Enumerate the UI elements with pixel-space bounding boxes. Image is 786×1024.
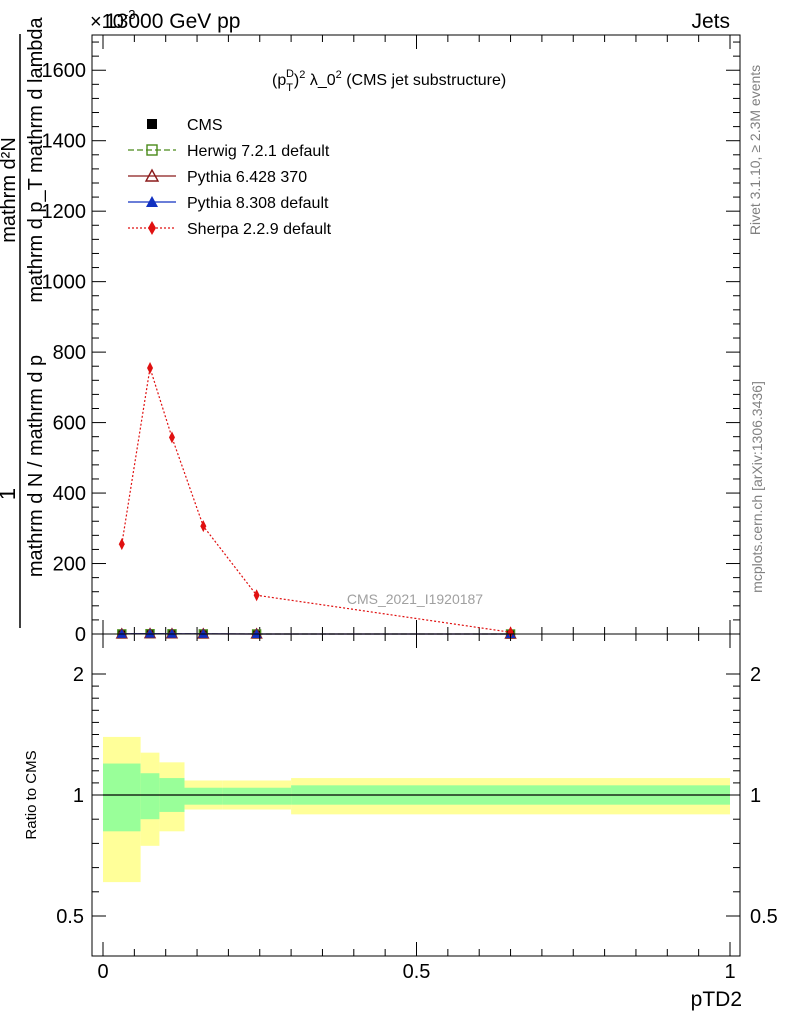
legend-marker (148, 221, 156, 235)
exponent-power: -3 (124, 7, 136, 22)
analysis-watermark: CMS_2021_I1920187 (347, 591, 483, 607)
ratio-x-ticks: 0 0.5 1 (97, 634, 736, 983)
legend-item: Sherpa 2.2.9 default (128, 221, 332, 238)
x-tick-label: 0.5 (403, 961, 431, 983)
ratio-plot-panel: 0.5 0.51 12 2 0 0.5 1 Ratio to CMS (23, 633, 778, 983)
y-label-denominator-two: mathrm d p_T mathrm d lambda (25, 16, 47, 302)
main-y-tick-label: 1200 (42, 201, 87, 223)
plot-title-rest-pow: 2 (336, 69, 342, 81)
ratio-y-label: Ratio to CMS (23, 750, 40, 839)
plot-title-tail: (CMS jet substructure) (342, 72, 506, 89)
legend-item: CMS (147, 117, 223, 134)
series-4 (118, 361, 514, 639)
legend-marker (147, 119, 157, 129)
ratio-y-tick-label: 2 (73, 664, 84, 686)
data-point (507, 626, 514, 639)
ratio-stat-band (184, 787, 223, 805)
legend-label: CMS (187, 117, 223, 134)
legend-item: Pythia 8.308 default (128, 195, 329, 212)
y-label-denominator-one: mathrm d N / mathrm d p (25, 355, 47, 577)
main-y-tick-label: 1600 (42, 60, 87, 82)
main-y-tick-label: 1400 (42, 131, 87, 153)
ratio-y-tick-label: 0.5 (56, 906, 84, 928)
ratio-y-ticks: 0.5 0.5 1 1 2 2 (56, 664, 778, 928)
data-point (166, 628, 177, 638)
main-y-tick-label: 600 (53, 413, 86, 435)
main-y-tick-label: 200 (53, 554, 86, 576)
main-y-ticks: 0 200 400 600 800 1000 1200 1400 1600 (42, 41, 740, 646)
series-line (121, 367, 511, 633)
mcplots-label: mcplots.cern.ch [arXiv:1306.3436] (749, 381, 765, 593)
plot-title-sup: D (286, 68, 294, 80)
legend: CMS Herwig 7.2.1 default Pythia 6.428 370 P… (128, 117, 332, 238)
legend-item: Herwig 7.2.1 default (128, 143, 330, 160)
x-axis-label: pTD2 (691, 988, 742, 1011)
exponent-base: ×10 (90, 11, 124, 33)
legend-marker (146, 196, 158, 207)
ratio-stat-band (140, 773, 160, 820)
data-point (168, 431, 175, 444)
ratio-y-tick-label: 1 (73, 785, 84, 807)
legend-label: Sherpa 2.2.9 default (187, 221, 332, 238)
y-label-numerator-one: 1 (0, 488, 20, 500)
plot-title-pow: 2 (299, 69, 305, 81)
ratio-stat-band (103, 763, 141, 832)
header-process: Jets (691, 10, 730, 33)
x-tick-label: 1 (724, 961, 735, 983)
legend-marker (146, 144, 158, 156)
data-point (198, 628, 209, 638)
data-point (251, 628, 262, 638)
main-y-tick-label: 1000 (42, 272, 87, 294)
main-y-tick-label: 0 (75, 624, 86, 646)
ratio-uncertainty-bands (103, 736, 730, 883)
legend-label: Herwig 7.2.1 default (187, 143, 330, 160)
plot-title-rest: λ_0 (305, 72, 335, 89)
data-point (200, 520, 207, 533)
header-energy: 13000 GeV pp (105, 10, 240, 33)
main-plot-panel: 0 200 400 600 800 1000 1200 1400 1600 (42, 34, 741, 646)
ratio-y-tick-label-right: 2 (750, 664, 761, 686)
x-tick-label: 0 (97, 961, 108, 983)
ratio-y-tick-label-right: 1 (750, 785, 761, 807)
legend-marker (144, 168, 160, 182)
plot-title-base: (p (272, 72, 286, 89)
main-y-tick-label: 400 (53, 483, 86, 505)
rivet-label: Rivet 3.1.10, ≥ 2.3M events (747, 65, 763, 235)
legend-item: Pythia 6.428 370 (128, 168, 307, 186)
legend-label: Pythia 8.308 default (187, 195, 329, 212)
plot-title: (pTD)2 λ_02 (CMS jet substructure) (272, 68, 506, 94)
main-y-label: 1 mathrm d N / mathrm d p mathrm d²N mat… (0, 16, 47, 628)
data-point (116, 628, 127, 638)
data-point (145, 628, 156, 638)
main-x-ticks (102, 35, 731, 634)
header-exponent: ×10-3 (90, 7, 136, 33)
plot-title-sub: T (286, 82, 293, 94)
y-label-numerator-two: mathrm d²N (0, 137, 20, 243)
ratio-stat-band (222, 787, 292, 805)
data-point (147, 361, 154, 374)
data-point (253, 589, 260, 602)
ratio-y-tick-label-right: 0.5 (750, 906, 778, 928)
legend-label: Pythia 6.428 370 (187, 169, 307, 186)
data-point (118, 538, 125, 551)
main-y-tick-label: 800 (53, 342, 86, 364)
